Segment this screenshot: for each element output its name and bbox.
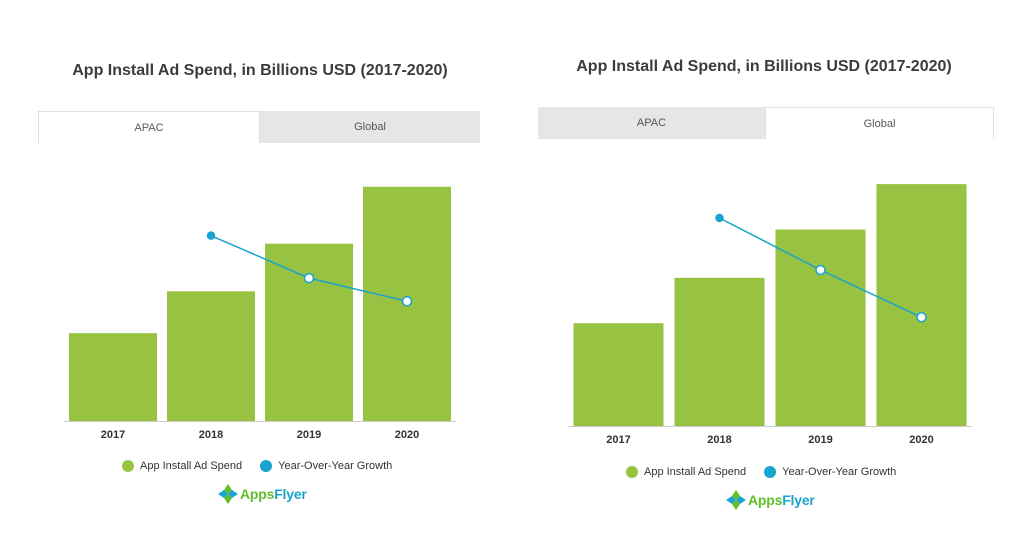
x-tick-label-2018: 2018 xyxy=(707,434,731,446)
bar-2017 xyxy=(573,323,664,426)
growth-point-2020 xyxy=(401,296,413,307)
chart-title: App Install Ad Spend, in Billions USD (2… xyxy=(576,58,952,75)
chart-plot: 2017 2018 2019 2020 xyxy=(568,184,972,446)
appsflyer-logo-text: AppsFlyer xyxy=(240,486,307,502)
tab-bar: APAC Global xyxy=(38,111,480,143)
x-tick-label-2019: 2019 xyxy=(808,434,832,446)
tab-bar: APAC Global xyxy=(538,107,994,139)
legend-item-growth[interactable]: Year-Over-Year Growth xyxy=(260,460,392,472)
legend-spend-swatch xyxy=(626,466,638,478)
legend-growth-label: Year-Over-Year Growth xyxy=(782,466,897,478)
legend-growth-label: Year-Over-Year Growth xyxy=(278,460,393,472)
x-tick-label-2017: 2017 xyxy=(101,429,125,441)
appsflyer-logo: AppsFlyer xyxy=(218,484,307,504)
growth-point-2019 xyxy=(303,272,315,284)
growth-point-2018 xyxy=(206,231,216,240)
chart-title: App Install Ad Spend, in Billions USD (2… xyxy=(72,62,448,79)
legend-growth-swatch xyxy=(260,460,273,472)
x-tick-label-2019: 2019 xyxy=(297,429,321,441)
bar-2018 xyxy=(167,291,255,421)
growth-point-2019 xyxy=(815,264,826,276)
tab-global[interactable]: Global xyxy=(260,111,480,143)
growth-point-2018 xyxy=(715,213,724,223)
legend: App Install Ad Spend Year-Over-Year Grow… xyxy=(122,460,402,472)
tab-apac[interactable]: APAC xyxy=(538,107,765,139)
legend-item-spend[interactable]: App Install Ad Spend xyxy=(626,466,746,478)
legend-spend-swatch xyxy=(122,460,134,472)
chart-panel-apac: App Install Ad Spend, in Billions USD (2… xyxy=(10,0,510,554)
bar-2018 xyxy=(674,277,765,426)
chart-panel-global: App Install Ad Spend, in Billions USD (2… xyxy=(514,0,1014,554)
bar-2019 xyxy=(775,229,866,426)
legend-growth-swatch xyxy=(764,466,777,478)
bar-2017 xyxy=(69,333,157,421)
legend-item-spend[interactable]: App Install Ad Spend xyxy=(122,460,242,472)
tab-global[interactable]: Global xyxy=(765,107,994,139)
appsflyer-logo-text: AppsFlyer xyxy=(748,492,815,508)
appsflyer-logo: AppsFlyer xyxy=(726,490,815,510)
legend-spend-label: App Install Ad Spend xyxy=(140,460,243,472)
legend-item-growth[interactable]: Year-Over-Year Growth xyxy=(764,466,896,478)
legend: App Install Ad Spend Year-Over-Year Grow… xyxy=(626,466,906,478)
bar-2020 xyxy=(876,184,967,426)
growth-point-2020 xyxy=(916,312,927,323)
tab-apac[interactable]: APAC xyxy=(38,111,260,143)
x-tick-label-2018: 2018 xyxy=(199,429,223,441)
x-tick-label-2020: 2020 xyxy=(909,434,933,446)
legend-spend-label: App Install Ad Spend xyxy=(644,466,747,478)
appsflyer-logo-icon xyxy=(218,484,238,504)
x-tick-label-2017: 2017 xyxy=(606,434,630,446)
bar-2019 xyxy=(265,243,353,421)
appsflyer-logo-icon xyxy=(726,490,746,510)
x-tick-label-2020: 2020 xyxy=(395,429,419,441)
chart-plot: 2017 2018 2019 2020 xyxy=(64,186,456,441)
